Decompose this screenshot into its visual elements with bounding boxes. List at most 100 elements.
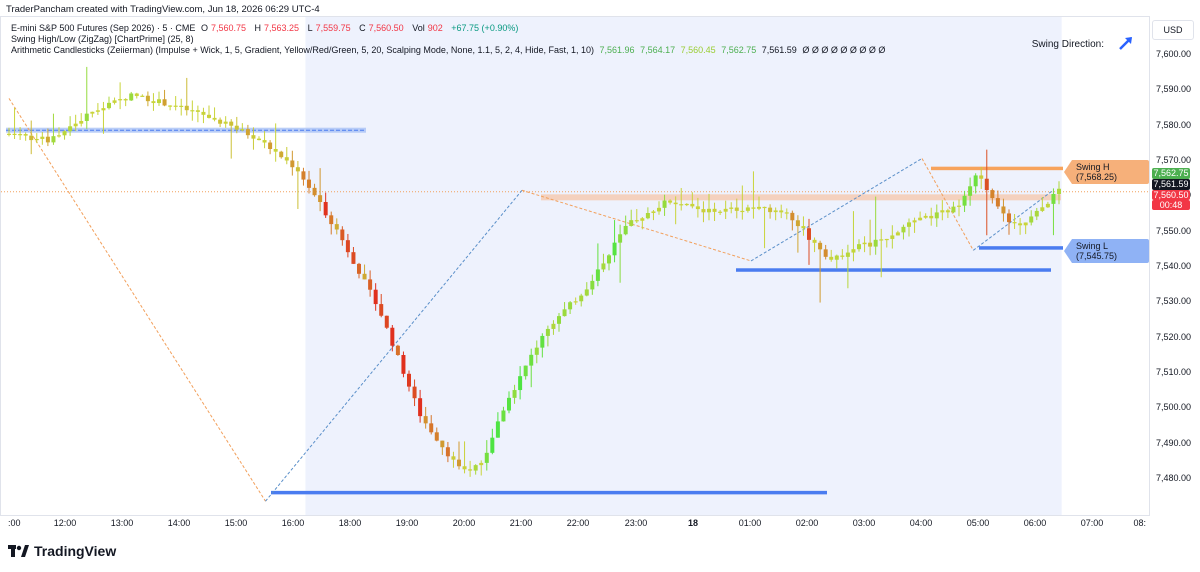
candle-body xyxy=(529,354,534,366)
candle-body xyxy=(490,437,495,453)
swing-low-line xyxy=(979,246,1063,250)
bottom-support-line xyxy=(271,490,827,495)
time-tick-label: 03:00 xyxy=(852,518,876,528)
legend-zigzag[interactable]: Swing High/Low (ZigZag) [ChartPrime] (25… xyxy=(11,34,194,44)
chart-plot-area[interactable]: E-mini S&P 500 Futures (Sep 2026) · 5 · … xyxy=(0,16,1150,516)
candle-body xyxy=(151,101,156,104)
candle-body xyxy=(434,432,439,441)
candle-body xyxy=(1057,188,1061,194)
candle-body xyxy=(484,452,489,463)
chart-svg[interactable] xyxy=(1,17,1150,516)
candle-body xyxy=(184,105,189,111)
zigzag-segment xyxy=(8,98,266,502)
candle-body xyxy=(545,328,550,336)
legend-arith[interactable]: Arithmetic Candlesticks (Zeiierman) (Imp… xyxy=(11,45,595,55)
candle-body xyxy=(84,113,89,121)
candle-body xyxy=(623,225,628,235)
legend-symbol-row[interactable]: E-mini S&P 500 Futures (Sep 2026) · 5 · … xyxy=(11,23,888,34)
candle-body xyxy=(440,440,445,448)
candle-body xyxy=(495,421,500,438)
time-tick-label: 14:00 xyxy=(167,518,191,528)
candle-body xyxy=(634,220,639,222)
candle-body xyxy=(390,327,395,346)
candle-body xyxy=(168,105,173,107)
time-tick-label: 07:00 xyxy=(1080,518,1104,528)
candle-body xyxy=(40,136,45,139)
swing-direction-label: Swing Direction: xyxy=(1031,39,1104,50)
candle-body xyxy=(523,365,528,377)
price-tick-label: 7,550.00 xyxy=(1156,225,1192,236)
candle-body xyxy=(584,289,589,296)
candle-body xyxy=(601,263,606,270)
candle-body xyxy=(190,110,195,112)
candle-body xyxy=(590,280,595,290)
candle-body xyxy=(179,105,184,107)
candle-body xyxy=(101,108,106,111)
candle-body xyxy=(384,315,389,328)
candle-body xyxy=(7,133,11,135)
candle-body xyxy=(107,102,111,109)
candle-body xyxy=(768,207,773,213)
legend-arith-val-1: 7,561.96 xyxy=(599,45,635,55)
candle-body xyxy=(618,234,623,243)
time-tick-label: :00 xyxy=(8,518,21,528)
candle-body xyxy=(718,211,723,213)
candle-body xyxy=(857,244,861,250)
candle-body xyxy=(562,309,567,317)
candle-body xyxy=(195,110,200,112)
candle-body xyxy=(651,211,656,214)
candle-body xyxy=(662,200,667,208)
time-tick-label: 13:00 xyxy=(110,518,134,528)
candle-body xyxy=(118,99,123,101)
candle-body xyxy=(929,215,934,219)
candle-body xyxy=(145,95,150,102)
swing-high-label: Swing H (7,568.25) xyxy=(1064,160,1149,184)
candle-body xyxy=(45,136,50,143)
candle-body xyxy=(1051,193,1056,204)
candle-body xyxy=(812,239,817,243)
price-tick-label: 7,540.00 xyxy=(1156,261,1192,271)
candle-body xyxy=(1012,222,1017,224)
countdown-tag: 00:48 xyxy=(1152,200,1190,210)
currency-button[interactable]: USD xyxy=(1152,20,1194,40)
low-support-line xyxy=(736,268,1051,272)
price-tick-label: 7,600.00 xyxy=(1156,49,1192,59)
candle-body xyxy=(218,119,223,124)
candle-body xyxy=(284,157,289,161)
price-tag-black: 7,561.59 xyxy=(1152,179,1190,190)
candle-body xyxy=(301,171,306,180)
session-shade xyxy=(305,17,1062,515)
candle-body xyxy=(995,198,1000,207)
candle-body xyxy=(890,235,895,239)
candle-body xyxy=(823,249,828,257)
legend-arith-row[interactable]: Arithmetic Candlesticks (Zeiierman) (Imp… xyxy=(11,45,888,56)
legend-arith-zeros: Ø Ø Ø Ø Ø Ø Ø Ø Ø xyxy=(802,45,886,55)
created-by-line: TraderPancham created with TradingView.c… xyxy=(6,4,320,15)
legend-low: L 7,559.75 xyxy=(307,23,351,33)
candle-body xyxy=(18,134,23,136)
candle-body xyxy=(834,255,839,260)
legend-open: O 7,560.75 xyxy=(200,23,246,33)
candle-body xyxy=(595,269,600,281)
price-axis[interactable] xyxy=(1150,16,1200,516)
candle-body xyxy=(690,203,695,207)
candle-body xyxy=(923,215,928,218)
time-tick-label: 01:00 xyxy=(738,518,762,528)
time-tick-label: 16:00 xyxy=(281,518,305,528)
legend-volume: Vol 902 xyxy=(412,23,443,33)
candle-body xyxy=(1045,203,1050,208)
candle-body xyxy=(112,100,117,103)
candle-body xyxy=(512,390,517,398)
legend-symbol[interactable]: E-mini S&P 500 Futures (Sep 2026) · 5 · … xyxy=(11,23,196,33)
candle-body xyxy=(451,456,456,460)
tradingview-logo[interactable]: TradingView xyxy=(8,543,116,559)
candle-body xyxy=(579,295,584,302)
candle-body xyxy=(429,423,434,433)
candle-body xyxy=(51,136,56,143)
candle-body xyxy=(468,469,473,471)
candle-body xyxy=(845,252,850,257)
candle-body xyxy=(612,242,617,256)
price-tick-label: 7,480.00 xyxy=(1156,473,1192,483)
legend-zigzag-row[interactable]: Swing High/Low (ZigZag) [ChartPrime] (25… xyxy=(11,34,888,45)
candle-body xyxy=(379,304,384,316)
